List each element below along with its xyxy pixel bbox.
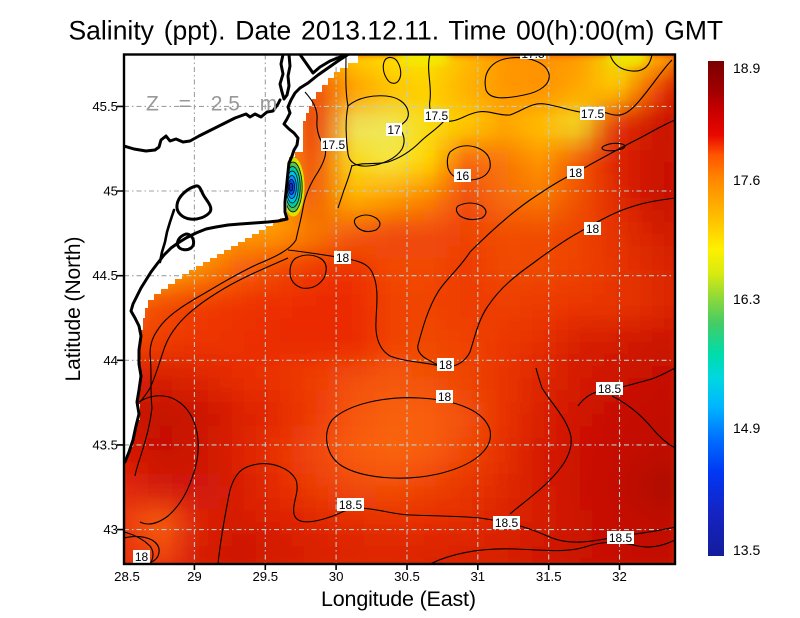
svg-text:18: 18	[135, 550, 149, 564]
svg-text:18.5: 18.5	[495, 516, 519, 530]
svg-text:Latitude (North): Latitude (North)	[62, 237, 85, 382]
svg-text:13.5: 13.5	[733, 542, 760, 558]
svg-text:16: 16	[456, 169, 470, 183]
svg-text:31.5: 31.5	[536, 569, 562, 584]
svg-text:17.5: 17.5	[581, 107, 605, 121]
svg-text:Salinity (ppt). Date 2013.12.1: Salinity (ppt). Date 2013.12.11. Time 00…	[69, 16, 724, 46]
svg-text:29.5: 29.5	[252, 569, 278, 584]
svg-text:32: 32	[612, 569, 627, 584]
svg-text:44.5: 44.5	[92, 268, 118, 283]
svg-text:28.5: 28.5	[114, 569, 140, 584]
svg-text:17.5: 17.5	[322, 138, 346, 152]
svg-text:Z = 2.5 m: Z = 2.5 m	[146, 93, 277, 116]
svg-text:30.5: 30.5	[394, 569, 420, 584]
svg-text:44: 44	[103, 353, 118, 368]
svg-text:16.3: 16.3	[733, 291, 760, 307]
svg-text:17.5: 17.5	[425, 109, 449, 123]
svg-text:Longitude (East): Longitude (East)	[321, 587, 476, 611]
svg-text:18.5: 18.5	[609, 531, 633, 545]
svg-text:30: 30	[329, 569, 344, 584]
svg-text:18.5: 18.5	[339, 498, 363, 512]
svg-text:29: 29	[187, 569, 202, 584]
svg-text:18: 18	[586, 222, 600, 236]
svg-text:43.5: 43.5	[92, 437, 118, 452]
svg-text:45: 45	[103, 184, 118, 199]
svg-text:18.9: 18.9	[733, 60, 760, 76]
svg-text:18.5: 18.5	[598, 382, 622, 396]
svg-text:18: 18	[569, 166, 583, 180]
svg-text:17.6: 17.6	[733, 172, 760, 188]
svg-text:17.5: 17.5	[521, 47, 545, 61]
svg-text:14.9: 14.9	[733, 420, 760, 436]
svg-text:45.5: 45.5	[92, 99, 118, 114]
svg-text:17: 17	[387, 123, 401, 137]
svg-text:18: 18	[438, 390, 452, 404]
svg-text:43: 43	[103, 522, 118, 537]
svg-text:18: 18	[439, 358, 453, 372]
svg-text:31: 31	[470, 569, 485, 584]
svg-text:18: 18	[336, 251, 350, 265]
